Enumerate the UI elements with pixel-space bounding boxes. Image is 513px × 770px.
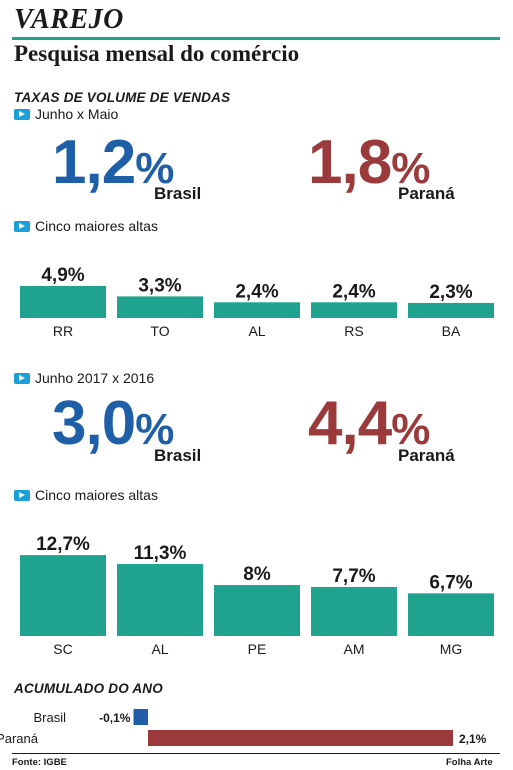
bar-sc — [20, 555, 106, 636]
category-label-to: TO — [150, 323, 169, 339]
parana-monthly-value: 1,8% — [308, 132, 430, 194]
accum-value-parana: 2,1% — [459, 732, 487, 746]
bar-chart-monthly: 4,9% RR 3,3% TO 2,4% AL 2,4% RS 2,3% BA — [20, 265, 494, 339]
accum-category-parana: Paraná — [0, 731, 39, 746]
value-label-ba: 2,3% — [429, 282, 472, 303]
section-title-sales-volume: TAXAS DE VOLUME DE VENDAS — [14, 90, 231, 105]
category-label-mg: MG — [440, 641, 463, 657]
accum-category-brasil: Brasil — [33, 710, 66, 725]
arrow-tag-icon — [14, 372, 30, 384]
headline: Pesquisa mensal do comércio — [14, 41, 300, 66]
percent-sign: % — [391, 144, 431, 193]
value-label-rr: 4,9% — [41, 265, 84, 286]
source-note: Fonte: IGBE — [12, 757, 67, 768]
percent-sign: % — [391, 405, 431, 454]
bar-al — [214, 302, 300, 318]
category-label-al: AL — [151, 641, 168, 657]
subheading-yearly: Junho 2017 x 2016 — [14, 370, 154, 386]
parana-yearly-number: 4,4 — [308, 389, 392, 458]
arrow-tag-icon — [14, 220, 30, 232]
section-title-accumulated: ACUMULADO DO ANO — [14, 681, 163, 696]
accum-bar-parana — [148, 730, 453, 746]
percent-sign: % — [135, 144, 175, 193]
brasil-monthly-value: 1,2% — [52, 132, 174, 194]
subheading-top5-yearly: Cinco maiores altas — [14, 487, 158, 503]
parana-monthly-label: Paraná — [398, 184, 455, 203]
brasil-yearly-number: 3,0 — [52, 389, 136, 458]
category-label-am: AM — [344, 641, 365, 657]
value-label-rs: 2,4% — [332, 281, 375, 302]
category-label-ba: BA — [442, 323, 461, 339]
kicker: VAREJO — [14, 4, 124, 35]
brasil-monthly-number: 1,2 — [52, 128, 136, 197]
parana-yearly-value: 4,4% — [308, 393, 430, 455]
bar-to — [117, 296, 203, 318]
category-label-rs: RS — [344, 323, 363, 339]
parana-yearly-label: Paraná — [398, 446, 455, 465]
subheading-top5-monthly: Cinco maiores altas — [14, 218, 158, 234]
value-label-sc: 12,7% — [36, 534, 90, 555]
bar-al — [117, 564, 203, 636]
value-label-am: 7,7% — [332, 566, 375, 587]
footer-rule — [12, 753, 500, 754]
category-label-rr: RR — [53, 323, 73, 339]
bar-am — [311, 586, 397, 636]
subheading-top5-yearly-label: Cinco maiores altas — [35, 487, 158, 503]
accum-bar-brasil — [133, 709, 148, 725]
parana-monthly-number: 1,8 — [308, 128, 392, 197]
bar-mg — [408, 593, 494, 636]
category-label-sc: SC — [53, 641, 72, 657]
value-label-mg: 6,7% — [429, 572, 472, 593]
percent-sign: % — [135, 405, 175, 454]
bar-chart-yearly: 12,7% SC 11,3% AL 8% PE 7,7% AM 6,7% MG — [20, 534, 494, 657]
category-label-pe: PE — [248, 641, 267, 657]
subheading-monthly: Junho x Maio — [14, 106, 118, 122]
arrow-tag-icon — [14, 108, 30, 120]
bar-rr — [20, 285, 106, 318]
bar-rs — [311, 302, 397, 318]
arrow-tag-icon — [14, 489, 30, 501]
accum-value-brasil: -0,1% — [99, 711, 131, 725]
credit: Folha Arte — [446, 757, 493, 768]
category-label-al: AL — [248, 323, 265, 339]
value-label-al: 11,3% — [134, 543, 187, 564]
subheading-top5-monthly-label: Cinco maiores altas — [35, 218, 158, 234]
bar-chart-accumulated: Brasil -0,1% Paraná 2,1% — [0, 709, 487, 746]
subheading-yearly-label: Junho 2017 x 2016 — [35, 370, 155, 386]
value-label-to: 3,3% — [138, 275, 181, 296]
bar-pe — [214, 585, 300, 636]
value-label-al: 2,4% — [235, 281, 278, 302]
brasil-yearly-value: 3,0% — [52, 393, 174, 455]
value-label-pe: 8% — [243, 564, 271, 585]
brasil-yearly-label: Brasil — [154, 446, 202, 465]
subheading-monthly-label: Junho x Maio — [35, 106, 119, 122]
header-rule — [12, 37, 500, 40]
brasil-monthly-label: Brasil — [154, 184, 202, 203]
bar-ba — [408, 302, 494, 318]
